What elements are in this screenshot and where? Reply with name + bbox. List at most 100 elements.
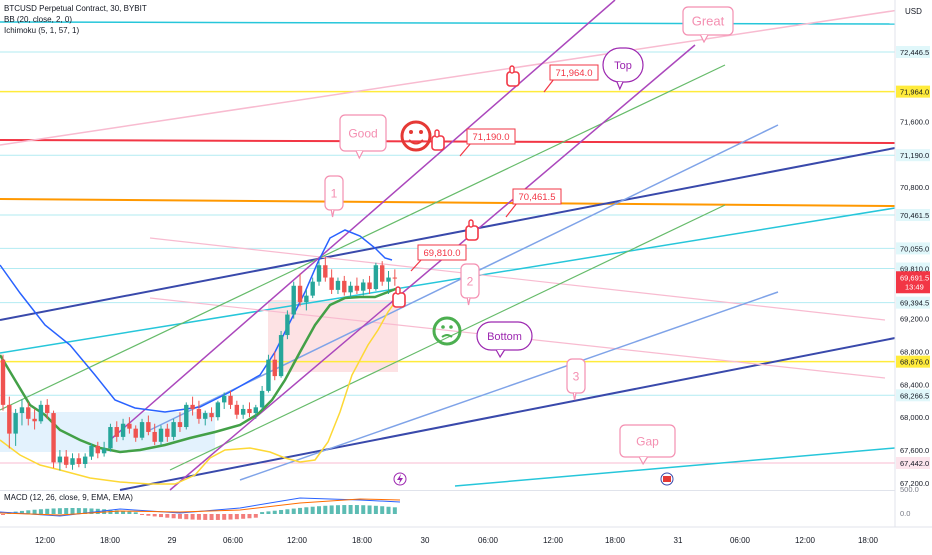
- candle-body-44: [278, 335, 284, 377]
- time-tick-6: 30: [421, 536, 430, 545]
- price-tick-box-13: [896, 389, 930, 402]
- time-tick-2: 29: [168, 536, 177, 545]
- macd-histogram-bar-3: [19, 510, 24, 514]
- time-tick-10: 31: [674, 536, 683, 545]
- bb-indicator-label[interactable]: BB (20, close, 2, 0): [4, 15, 73, 24]
- candle-body-56: [354, 285, 360, 291]
- time-tick-7: 06:00: [478, 536, 499, 545]
- macd-histogram-bar-58: [367, 505, 372, 514]
- price-callout-69810-box: [417, 244, 467, 261]
- chart-legend: BTCUSD Perpetual Contract, 30, BYBIT BB …: [4, 3, 147, 36]
- macd-histogram-bar-34: [215, 514, 220, 520]
- candle-body-19: [120, 423, 126, 437]
- candle-body-45: [285, 314, 290, 336]
- price-tick-2: 71,600.0: [900, 118, 929, 127]
- candle-body-54: [342, 280, 347, 293]
- annotation-number-2-text: 2: [467, 274, 474, 288]
- macd-label: MACD (12, 26, close, 9, EMA, EMA): [4, 493, 133, 502]
- pointing-hand-icon-1: [506, 65, 520, 87]
- pointing-hand-icon-1-palm: [506, 71, 520, 87]
- price-tick-box-6: [896, 242, 930, 255]
- bollinger-upper-band: [0, 229, 393, 413]
- ichimoku-cloud-pink: [268, 300, 398, 372]
- macd-histogram-bar-41: [260, 512, 265, 514]
- annotation-gap-text: Gap: [636, 434, 659, 448]
- annotation-bottom-text: Bottom: [487, 331, 522, 343]
- candle-body-6: [38, 404, 44, 422]
- candle-body-42: [266, 359, 271, 391]
- trendline-pink-top: [0, 4, 932, 146]
- price-callout-71190: 71,190.0: [459, 128, 516, 157]
- annotation-top: Top: [602, 47, 644, 91]
- candle-body-27: [171, 422, 176, 437]
- pointing-hand-icon-1-finger: [509, 65, 515, 74]
- ichimoku-indicator-label[interactable]: Ichimoku (5, 1, 57, 1): [4, 26, 80, 35]
- happy-face-eye-right: [419, 130, 423, 134]
- candle-body-16: [101, 448, 107, 454]
- price-tick-box-0: [896, 46, 930, 58]
- level-line-orange: [0, 198, 896, 207]
- pointing-hand-icon-2-palm: [431, 135, 445, 151]
- price-callout-71964-box: [549, 64, 599, 81]
- macd-histogram-bar-38: [241, 514, 246, 519]
- candle-body-14: [89, 445, 94, 457]
- neutral-face-icon: [432, 316, 462, 346]
- macd-histogram-bar-48: [304, 507, 309, 514]
- candle-body-10: [64, 456, 69, 465]
- ichimoku-line: [0, 297, 399, 485]
- candle-body-32: [203, 413, 208, 419]
- candle-body-48: [304, 295, 309, 303]
- candle-body-53: [335, 280, 341, 290]
- macd-histogram-bar-22: [140, 514, 145, 516]
- annotation-great-tail: [699, 34, 709, 44]
- candle-body-38: [240, 408, 246, 415]
- candle-body-7: [45, 404, 50, 414]
- macd-histogram-bar-51: [323, 505, 328, 514]
- happy-face-eye-left: [409, 130, 413, 134]
- time-tick-13: 18:00: [858, 536, 879, 545]
- trendline-cyan-mid: [0, 207, 896, 354]
- macd-histogram-bar-10: [64, 508, 69, 514]
- macd-histogram-bar-40: [253, 514, 258, 518]
- candle-body-30: [190, 404, 195, 409]
- time-tick-5: 18:00: [352, 536, 373, 545]
- price-callout-71190-pointer: [459, 142, 472, 157]
- annotation-good: Good: [339, 114, 387, 160]
- macd-histogram-bar-18: [114, 510, 119, 514]
- candle-body-58: [367, 282, 372, 290]
- candle-body-40: [253, 407, 258, 414]
- price-tick-box-8: [896, 296, 930, 309]
- candle-body-29: [184, 404, 189, 428]
- lightning-event-icon: [393, 472, 407, 486]
- candle-body-1: [7, 404, 12, 434]
- trendline-navy-upper: [0, 147, 896, 321]
- macd-histogram-bar-39: [247, 514, 252, 519]
- pointing-hand-icon-3: [465, 219, 479, 241]
- macd-signal-line: [0, 498, 401, 516]
- candle-body-4: [26, 407, 31, 419]
- symbol-title[interactable]: BTCUSD Perpetual Contract, 30, BYBIT: [4, 4, 147, 13]
- candle-body-46: [291, 285, 296, 315]
- last-price-countdown: 13:49: [905, 282, 924, 291]
- price-tick-16: 67,442.0: [900, 459, 929, 468]
- macd-histogram-bar-35: [222, 514, 227, 520]
- time-tick-0: 12:00: [35, 536, 56, 545]
- price-callout-71190-text: 71,190.0: [473, 132, 510, 143]
- annotation-bottom: Bottom: [476, 321, 533, 359]
- bollinger-basis: [0, 286, 399, 454]
- macd-histogram-bar-14: [89, 508, 94, 514]
- macd-histogram-bar-29: [184, 514, 189, 520]
- annotation-number-1-tail: [330, 209, 335, 218]
- trendline-cyan-low: [454, 447, 896, 487]
- lightning-event-bolt: [397, 474, 403, 484]
- price-tick-17: 67,200.0: [900, 479, 929, 488]
- candle-body-61: [386, 277, 391, 282]
- pointing-hand-icon-3-finger: [468, 219, 474, 228]
- price-tick-13: 68,266.5: [900, 391, 929, 400]
- macd-histogram-bar-0: [1, 514, 5, 515]
- trendline-blue-lower: [239, 291, 779, 481]
- time-tick-8: 12:00: [543, 536, 564, 545]
- price-callout-70461-box: [512, 188, 562, 205]
